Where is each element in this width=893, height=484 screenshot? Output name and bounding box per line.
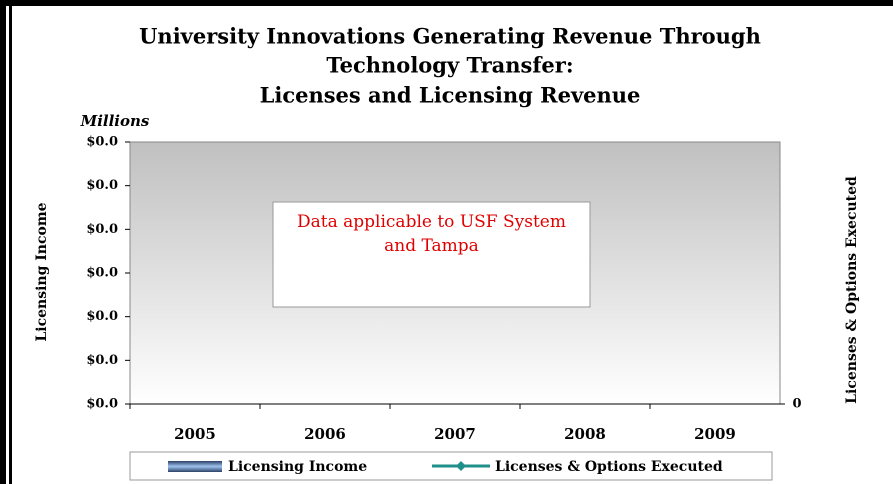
x-tick-label: 2005: [174, 425, 216, 443]
x-tick-label: 2008: [564, 425, 606, 443]
frame-left: [0, 0, 6, 484]
x-tick-label: 2009: [694, 425, 736, 443]
y2-tick-label: 0: [792, 397, 801, 412]
chart-title: Licenses and Licensing Revenue: [260, 83, 641, 108]
legend-label: Licensing Income: [228, 459, 367, 475]
frame-left-inner: [9, 0, 12, 484]
annotation-text: Data applicable to USF System and Tampa: [297, 212, 566, 256]
units-label: Millions: [80, 112, 150, 130]
y-tick-label: $0.0: [86, 135, 118, 150]
y-tick-label: $0.0: [86, 222, 118, 237]
chart-title: Technology Transfer:: [326, 53, 573, 78]
legend-label: Licenses & Options Executed: [495, 459, 723, 475]
y-axis-title: Licensing Income: [34, 202, 50, 341]
y2-axis-title: Licenses & Options Executed: [844, 176, 860, 404]
y-tick-label: $0.0: [86, 353, 118, 368]
y-tick-label: $0.0: [86, 266, 118, 281]
annotation-box: [272, 201, 591, 308]
annotation: Data applicable to USF System and Tampa: [297, 212, 566, 256]
y-tick-label: $0.0: [86, 309, 118, 324]
chart-title: University Innovations Generating Revenu…: [139, 24, 761, 49]
y-tick-label: $0.0: [86, 397, 118, 412]
y-tick-label: $0.0: [86, 178, 118, 193]
legend-marker: [456, 461, 466, 471]
legend-swatch: [168, 461, 222, 472]
x-tick-label: 2006: [304, 425, 346, 443]
x-tick-label: 2007: [434, 425, 476, 443]
frame-top: [0, 0, 893, 6]
